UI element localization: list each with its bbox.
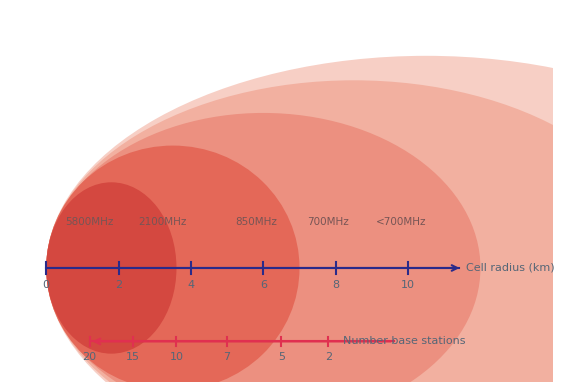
Text: 2100MHz: 2100MHz xyxy=(138,217,186,227)
Text: Number base stations: Number base stations xyxy=(343,336,466,346)
Text: 5: 5 xyxy=(278,352,285,362)
Text: 2: 2 xyxy=(325,352,332,362)
Text: 7: 7 xyxy=(224,352,231,362)
Text: 20: 20 xyxy=(83,352,96,362)
Text: 5800MHz: 5800MHz xyxy=(65,217,114,227)
Ellipse shape xyxy=(46,182,176,354)
Text: <700MHz: <700MHz xyxy=(375,217,426,227)
Ellipse shape xyxy=(46,56,574,385)
Text: 8: 8 xyxy=(332,280,339,290)
Text: 10: 10 xyxy=(169,352,184,362)
Ellipse shape xyxy=(46,80,574,385)
Ellipse shape xyxy=(46,113,480,385)
Ellipse shape xyxy=(46,146,300,385)
Text: 15: 15 xyxy=(126,352,140,362)
Text: 4: 4 xyxy=(187,280,195,290)
Text: 0: 0 xyxy=(42,280,50,290)
Text: Cell radius (km): Cell radius (km) xyxy=(466,263,554,273)
Text: 700MHz: 700MHz xyxy=(308,217,350,227)
Text: 10: 10 xyxy=(401,280,415,290)
Text: 2: 2 xyxy=(115,280,122,290)
Text: 6: 6 xyxy=(260,280,267,290)
Text: 850MHz: 850MHz xyxy=(235,217,277,227)
